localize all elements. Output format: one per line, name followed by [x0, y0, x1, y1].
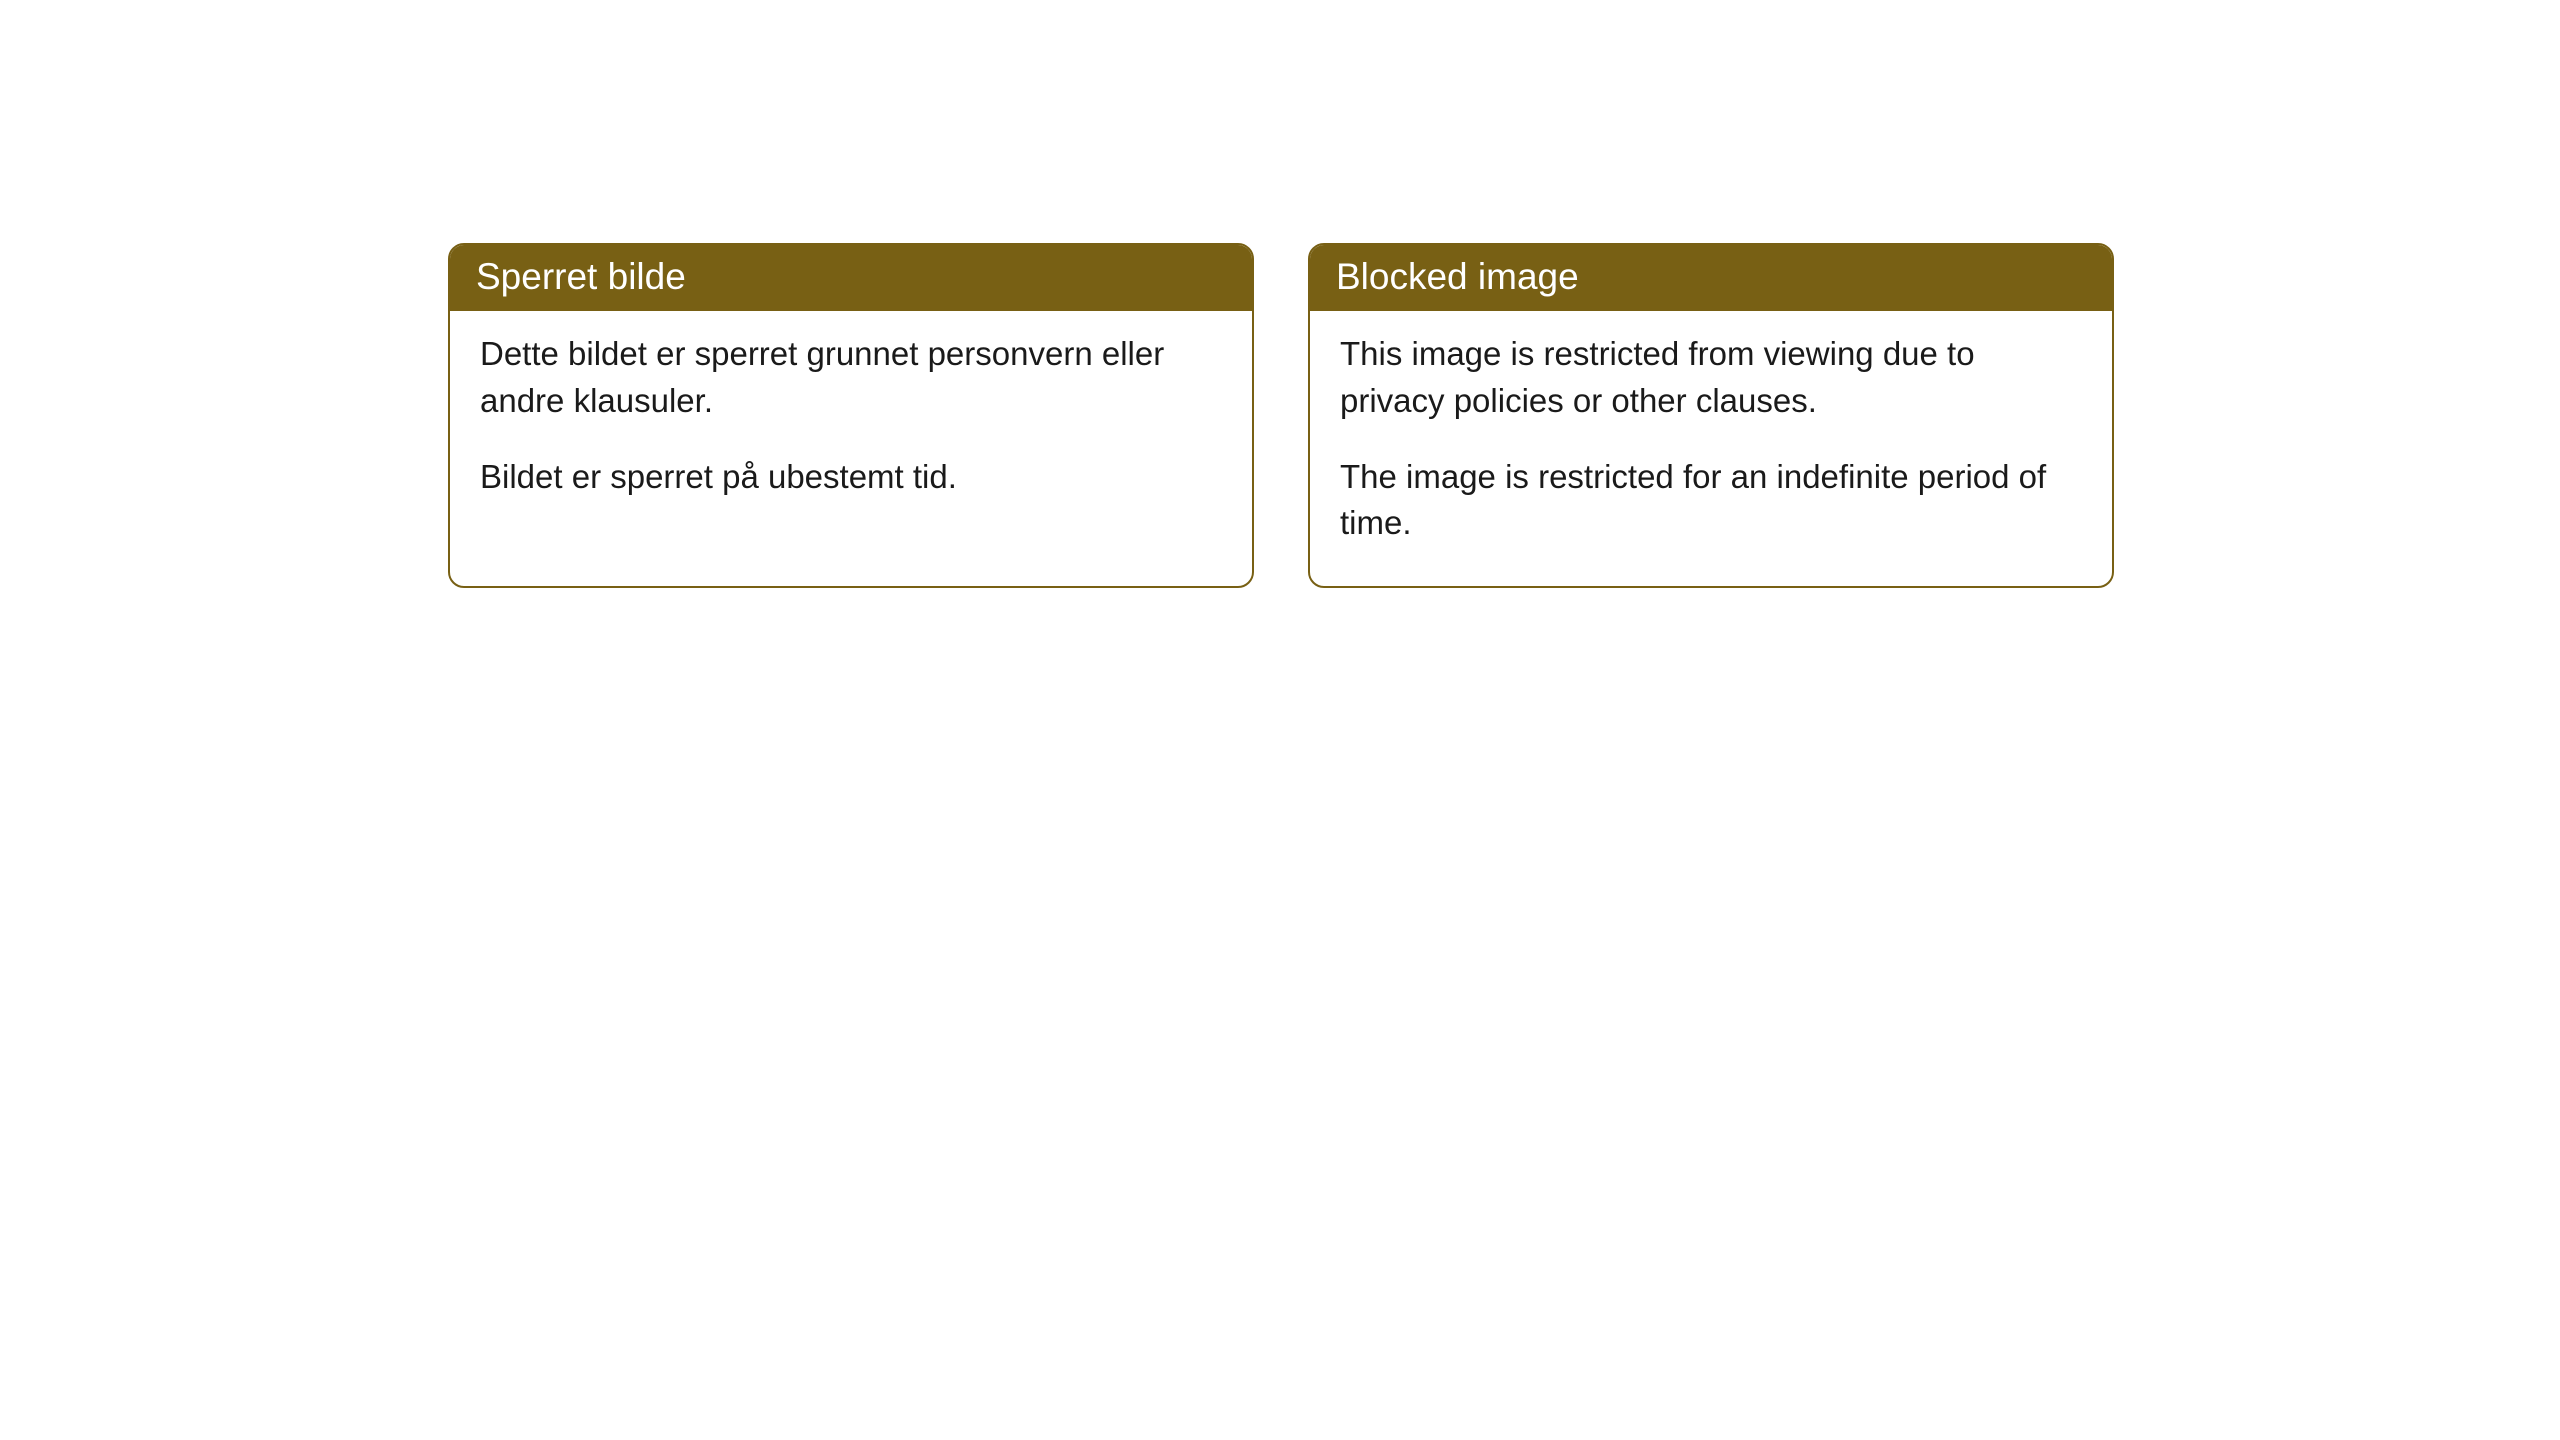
blocked-image-card-en: Blocked image This image is restricted f… — [1308, 243, 2114, 588]
card-text-no-1: Dette bildet er sperret grunnet personve… — [480, 331, 1222, 423]
card-body-no: Dette bildet er sperret grunnet personve… — [450, 311, 1252, 540]
card-header-no: Sperret bilde — [450, 245, 1252, 311]
blocked-image-card-no: Sperret bilde Dette bildet er sperret gr… — [448, 243, 1254, 588]
card-text-en-1: This image is restricted from viewing du… — [1340, 331, 2082, 423]
card-text-en-2: The image is restricted for an indefinit… — [1340, 454, 2082, 546]
card-container: Sperret bilde Dette bildet er sperret gr… — [448, 243, 2114, 588]
card-header-en: Blocked image — [1310, 245, 2112, 311]
card-text-no-2: Bildet er sperret på ubestemt tid. — [480, 454, 1222, 500]
card-body-en: This image is restricted from viewing du… — [1310, 311, 2112, 586]
